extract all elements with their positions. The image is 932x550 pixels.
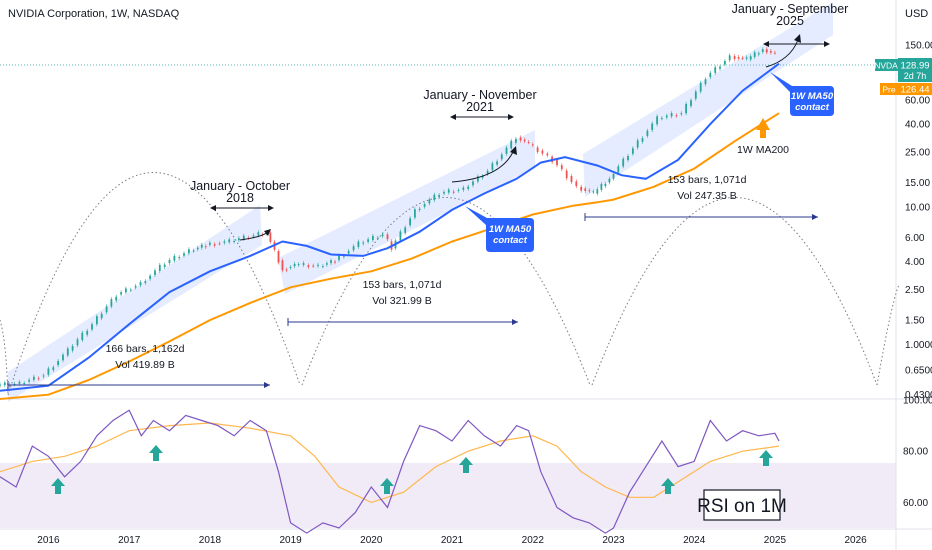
price-axis-tick-label: 25.00 [905, 148, 930, 159]
curve-arrow-2018-head [264, 229, 271, 236]
channel-2019-2021 [278, 130, 535, 294]
range-2016-bars: 166 bars, 1,162d [106, 343, 185, 355]
time-axis-tick-label: 2019 [279, 535, 302, 546]
ma50-contact-2021-line2: contact [493, 235, 528, 246]
time-axis-tick-label: 2025 [764, 535, 787, 546]
price-series-layer [0, 47, 776, 388]
range-2019-bars: 153 bars, 1,071d [363, 279, 442, 291]
rsi-up-arrow [51, 478, 65, 494]
moving-average-layer [0, 62, 780, 400]
cycle-arc-3 [591, 197, 878, 386]
time-axis-tick-label: 2020 [360, 535, 383, 546]
price-axis-tick-label: 60.00 [905, 95, 930, 106]
curve-arrow-2021-head [510, 146, 517, 155]
cycle-2025-line1: January - September [732, 2, 849, 16]
rsi-label-box: RSI on 1M [697, 489, 787, 521]
rsi-ma-line [0, 422, 780, 504]
range-2016-vol: Vol 419.89 B [115, 359, 175, 371]
pre-tag-label: Pre [882, 85, 896, 95]
range-bar-2023 [584, 213, 818, 221]
range-2023-vol: Vol 247.35 B [677, 190, 737, 202]
rsi-axis-tick-label: 80.00 [903, 447, 928, 458]
price-axis-tick-label: 6.00 [905, 233, 925, 244]
range-bar-2016 [7, 381, 270, 389]
ma50-contact-2021-line1: 1W MA50 [489, 224, 532, 235]
curve-arrow-2025-head [794, 34, 801, 43]
curve-arrow-2025 [765, 39, 799, 68]
rsi-axis: 100.00 80.00 60.00 [903, 396, 932, 509]
price-axis-tick-label: 2.50 [905, 285, 925, 296]
cycle-2021-line1: January - November [423, 88, 536, 102]
rsi-line [0, 409, 780, 534]
rsi-up-arrow [459, 457, 473, 473]
ma50-contact-2025-line2: contact [795, 102, 830, 113]
rsi-up-arrow [661, 478, 675, 494]
cycle-arc-0 [0, 319, 9, 396]
time-axis-tick-label: 2017 [118, 535, 141, 546]
cycle-arc-1 [7, 172, 301, 396]
rsi-axis-tick-label: 60.00 [903, 498, 928, 509]
rsi-series-layer [0, 409, 780, 534]
ma50-contact-badge-2025: 1W MA50 contact [770, 72, 834, 116]
price-axis-tick-label: 1.50 [905, 316, 925, 327]
pre-tag-value: 126.44 [900, 85, 929, 96]
cycle-2018-line1: January - October [190, 179, 290, 193]
time-axis: 2016 2017 2018 2019 2020 2021 2022 2023 2024 2025… [37, 535, 867, 546]
chart-title: NVIDIA Corporation, 1W, NASDAQ [8, 8, 180, 20]
channel-2016-2018 [8, 205, 262, 402]
rsi-label-text: RSI on 1M [697, 496, 787, 517]
cycle-2021-line2: 2021 [466, 100, 494, 114]
rsi-arrows [51, 445, 773, 494]
time-axis-tick-label: 2026 [844, 535, 867, 546]
ma200-label: 1W MA200 [737, 144, 789, 156]
nvda-tag-value: 128.99 [900, 61, 929, 72]
price-axis-tick-label: 40.00 [905, 120, 930, 131]
time-axis-tick-label: 2016 [37, 535, 60, 546]
nvda-tag-countdown: 2d 7h [904, 71, 927, 81]
time-axis-tick-label: 2024 [683, 535, 706, 546]
channel-2023-2025 [583, 2, 833, 197]
rsi-axis-tick-label: 100.00 [903, 396, 932, 407]
rsi-up-arrow [380, 478, 394, 494]
ma200-up-arrow [756, 118, 770, 138]
price-candle [0, 384, 1, 386]
price-axis-tick-label: 10.00 [905, 202, 930, 213]
price-axis-tick-label: 15.00 [905, 178, 930, 189]
time-axis-tick-label: 2023 [602, 535, 625, 546]
span-arrow-2018 [210, 205, 274, 211]
cycle-2018-line2: 2018 [226, 191, 254, 205]
pre-price-tag: Pre 126.44 [880, 83, 932, 96]
nvda-price-tag: NVDA 128.99 2d 7h [874, 58, 932, 82]
time-axis-tick-label: 2021 [441, 535, 464, 546]
ma50-contact-2025-line1: 1W MA50 [791, 91, 834, 102]
range-2023-bars: 153 bars, 1,071d [668, 174, 747, 186]
price-axis-tick-label: 4.00 [905, 257, 925, 268]
span-arrow-2021 [450, 114, 514, 120]
price-axis-tick-label: 150.00 [905, 41, 932, 52]
price-axis-tick-label: 0.4300 [905, 390, 932, 401]
range-bar-2019 [287, 318, 518, 326]
cycle-2025-line2: 2025 [776, 14, 804, 28]
currency-label: USD [905, 8, 928, 20]
ma50-contact-badge-2021: 1W MA50 contact [465, 206, 534, 252]
rsi-up-arrow [149, 445, 163, 461]
time-axis-tick-label: 2022 [522, 535, 545, 546]
nvda-tag-label: NVDA [874, 61, 898, 71]
rsi-up-arrow [759, 450, 773, 466]
ma200-line [0, 112, 780, 400]
range-2019-vol: Vol 321.99 B [372, 295, 432, 307]
time-axis-tick-label: 2018 [199, 535, 222, 546]
curve-arrow-2021 [451, 151, 514, 183]
ma50-line [0, 62, 780, 392]
cycle-arc-4 [876, 284, 900, 386]
